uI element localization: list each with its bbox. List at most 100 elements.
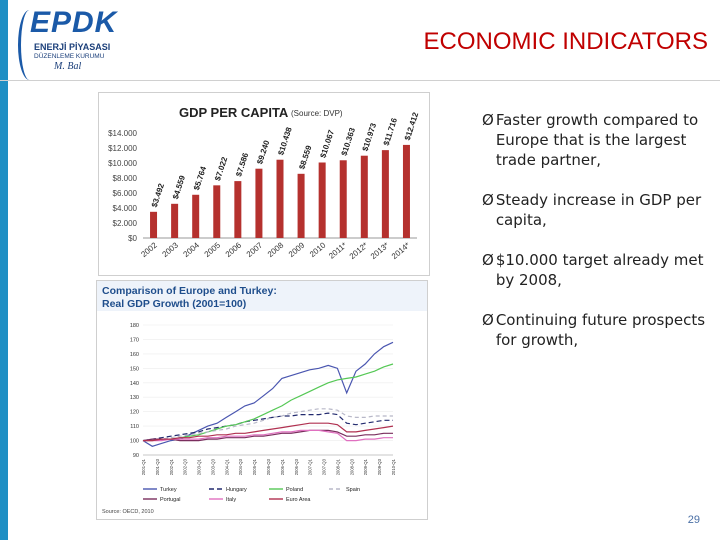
x-tick-label: 2007-Q1 [308,458,313,475]
series-line-portugal [142,429,393,442]
logo-signature: M. Bal [54,61,82,72]
x-tick-label: 2008-Q1 [335,458,340,475]
bar-value-label: $10.438 [276,126,294,157]
logo-line-2: DÜZENLEME KURUMU [34,53,105,60]
x-tick-label: 2002-Q1 [169,458,174,475]
bar-value-label: $3.492 [150,182,166,209]
x-tick-label: 2004-Q3 [238,458,243,475]
bar-value-label: $11.716 [382,116,400,146]
series-line-turkey [142,341,394,447]
series-line-italy [143,429,393,442]
bar-value-label: $10.067 [318,128,336,159]
real-gdp-growth-chart: Comparison of Europe and Turkey:Real GDP… [96,280,428,520]
bar [192,194,200,238]
y-tick-label: $4.000 [113,204,138,213]
bar-value-label: $10.363 [340,126,358,157]
x-tick-label: 2003 [160,240,180,259]
bar-value-label: $12.412 [403,111,421,142]
bar [150,211,158,238]
legend-label: Hungary [226,487,247,493]
chart-title: GDP PER CAPITA [179,105,289,120]
y-tick-label: 90 [133,453,139,459]
bullet-arrow-icon: Ø [482,311,494,329]
y-tick-label: $2.000 [113,219,138,228]
legend-label: Italy [226,497,236,503]
y-tick-label: $0 [128,234,137,243]
bar [171,203,179,238]
series-line-spain [142,408,393,442]
bullet-item: Ø Steady increase in GDP per capita, [482,190,710,230]
chart-title-line1: Comparison of Europe and Turkey: [102,285,277,297]
chart-subtitle: (Source: DVP) [291,109,343,118]
x-tick-label: 2004-Q1 [224,458,229,475]
legend-label: Spain [346,487,360,493]
epdk-logo: EPDK ENERJİ PİYASASI DÜZENLEME KURUMU M.… [18,6,138,80]
bullet-item: Ø Faster growth compared to Europe that … [482,110,710,170]
y-tick-label: 120 [130,410,139,416]
chart-title-line2: Real GDP Growth (2001=100) [102,298,246,310]
y-tick-label: 100 [130,439,139,445]
bar [276,159,284,238]
x-tick-label: 2007-Q3 [322,458,327,475]
bar [402,144,410,238]
bullet-arrow-icon: Ø [482,191,494,209]
bullet-arrow-icon: Ø [482,111,494,129]
y-tick-label: $12.000 [108,144,137,153]
bullet-text: Steady increase in GDP per capita, [495,191,702,229]
y-tick-label: $6.000 [113,189,138,198]
bar [360,155,368,238]
y-tick-label: 150 [130,366,139,372]
bar [297,173,305,238]
accent-bar [0,0,8,540]
legend-label: Poland [286,487,303,493]
x-tick-label: 2012* [348,241,370,261]
x-tick-label: 2008-Q3 [349,458,354,475]
y-tick-label: $8.000 [113,174,138,183]
bar-value-label: $5.764 [192,165,208,192]
logo-wordmark: EPDK [30,6,118,39]
x-tick-label: 2003-Q1 [197,458,202,475]
x-tick-label: 2001-Q3 [155,458,160,475]
legend-label: Euro Area [286,497,311,503]
x-tick-label: 2003-Q3 [210,458,215,475]
bullet-list: Ø Faster growth compared to Europe that … [482,110,710,370]
bar [255,168,263,238]
y-tick-label: $14.000 [108,129,137,138]
x-tick-label: 2011* [327,241,348,261]
x-tick-label: 2006-Q3 [294,458,299,475]
x-tick-label: 2009-Q3 [377,458,382,475]
bullet-item: Ø Continuing future prospects for growth… [482,310,710,350]
x-tick-label: 2008 [266,240,286,259]
bar-value-label: $4.559 [171,174,187,201]
x-tick-label: 2009 [287,240,307,259]
bar-value-label: $7.586 [234,151,250,178]
bar [339,160,347,238]
x-tick-label: 2004 [182,240,202,259]
x-tick-label: 2007 [245,240,265,259]
bar [381,150,389,238]
y-tick-label: 130 [130,395,139,401]
header-divider [0,80,720,81]
y-tick-label: 160 [130,352,139,358]
y-tick-label: $10.000 [108,159,137,168]
x-tick-label: 2010-Q1 [391,458,396,475]
x-tick-label: 2005-Q1 [252,458,257,475]
logo-arc [18,10,41,80]
bar-value-label: $9.240 [255,139,271,166]
x-tick-label: 2005 [203,240,223,259]
x-tick-label: 2006-Q1 [280,458,285,475]
bar [234,181,242,238]
x-tick-label: 2013* [369,241,391,261]
logo-line-1: ENERJİ PİYASASI [34,42,111,52]
legend-label: Portugal [160,497,181,503]
chart-source: Source: OECD, 2010 [102,509,154,515]
x-tick-label: 2009-Q1 [363,458,368,475]
x-tick-label: 2001-Q1 [141,458,146,475]
bar [213,185,221,238]
x-tick-label: 2005-Q3 [266,458,271,475]
y-tick-label: 180 [130,323,139,329]
page-number: 29 [687,514,700,526]
bullet-item: Ø $10.000 target already met by 2008, [482,250,710,290]
y-tick-label: 170 [130,337,139,343]
gdp-per-capita-chart: GDP PER CAPITA (Source: DVP) $0 $2.000 $4.00… [98,92,430,276]
